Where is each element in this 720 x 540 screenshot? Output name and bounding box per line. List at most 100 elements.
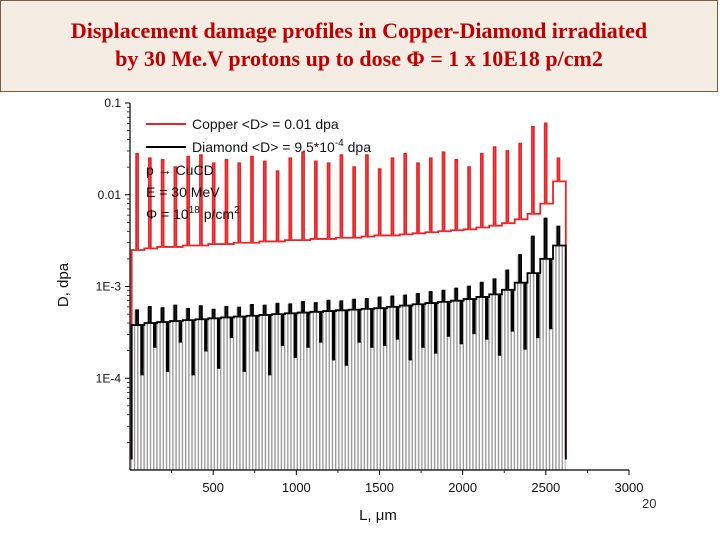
y-tick-label: 1E-3 [96,280,122,294]
histogram-bar [322,310,327,471]
histogram-bar [428,291,432,471]
histogram-bar [424,302,429,471]
histogram-bar [367,308,371,471]
x-tick-label: 3000 [615,480,644,495]
x-tick-label: 500 [202,480,224,495]
histogram-bar [456,300,461,471]
histogram-bar [258,314,263,471]
histogram-bar [252,315,256,471]
histogram-bar [466,286,470,471]
histogram-bar [310,311,314,471]
histogram-bar [242,370,247,471]
histogram-bar [405,305,410,471]
x-tick-label: 2500 [531,480,560,495]
histogram-bar [239,316,244,471]
histogram-bar [204,350,209,471]
histogram-bar [549,327,553,471]
histogram-bar [373,307,378,471]
histogram-bar [147,306,151,471]
histogram-bar [163,321,167,471]
histogram-bar [313,302,317,471]
histogram-bar [482,296,486,471]
histogram-bar [396,338,400,471]
histogram-bar [434,352,438,471]
histogram-bar [329,310,333,471]
histogram-bar [402,294,406,471]
slide-title-line-2: by 30 Me.V protons up to dose Φ = 1 x 10… [115,46,603,71]
histogram-bar [159,307,164,471]
histogram-bar [354,309,359,471]
histogram-bar [450,300,454,471]
histogram-bar [393,306,397,471]
legend: Copper <D> = 0.01 dpa Diamond <D> = 9.5*1… [146,116,371,222]
histogram-bar [227,317,231,471]
histogram-bar [144,322,148,471]
histogram-bar [211,309,215,471]
histogram-bar [495,294,499,471]
histogram-bar [271,313,276,471]
histogram-bar [166,370,170,471]
histogram-bar [140,374,145,471]
histogram-bar [249,304,253,471]
histogram-bar [274,303,279,471]
histogram-bar [185,308,189,471]
histogram-bar [255,350,260,471]
page-number: 20 [642,496,657,511]
x-tick-label: 1500 [365,480,394,495]
histogram-bar [319,341,323,471]
histogram-bar [156,321,161,471]
histogram-bar [294,356,298,471]
histogram-bar [501,289,505,471]
histogram-bar [408,359,413,471]
histogram-bar [332,359,336,471]
histogram-bar [463,298,467,471]
histogram-bar [150,322,154,471]
histogram-bar [345,364,349,471]
histogram-bar [476,296,480,471]
histogram-bar [559,245,563,471]
histogram-bar [421,346,426,471]
histogram-bar [303,312,308,471]
histogram-bar [325,300,330,471]
histogram-bar [284,312,288,471]
histogram-bar [338,300,343,471]
histogram-bar [198,305,202,471]
legend-note-reaction: p → CuCD [146,162,214,178]
histogram-bar [281,344,285,471]
histogram-bar [153,346,158,471]
histogram-bar [511,330,515,471]
histogram-bar [562,245,566,471]
histogram-bar [191,374,196,471]
histogram-bar [520,282,525,471]
histogram-bar [555,226,560,471]
histogram-bar [262,305,266,471]
copper-series [130,122,567,460]
slide-title-line-1: Displacement damage profiles in Copper-D… [70,18,648,43]
histogram-bar [472,332,477,471]
x-tick-label: 2000 [448,480,477,495]
histogram-bar [485,338,489,471]
histogram-bar [431,302,435,471]
histogram-bar [447,335,451,471]
histogram-bar [137,324,142,471]
histogram-bar [498,354,502,471]
histogram-bar [440,290,445,471]
axes: 500 1000 1500 2000 2500 3000 1E-4 1E-3 0.01 0.1 D,… [55,96,643,524]
histogram-bar [514,282,518,471]
histogram-bar [223,306,228,471]
histogram-bar [527,272,531,471]
histogram-bar [546,258,550,471]
diamond-line [130,217,567,460]
y-tick-label: 0.01 [98,188,122,202]
histogram-bar [357,341,362,471]
histogram-bar [134,309,138,471]
histogram-bar [399,305,403,471]
histogram-bar [453,288,458,471]
histogram-bar [389,296,394,471]
histogram-bar [437,301,442,471]
histogram-bar [415,293,419,471]
histogram-bar [412,303,416,471]
histogram-bar [287,303,292,471]
histogram-bar [172,305,177,471]
